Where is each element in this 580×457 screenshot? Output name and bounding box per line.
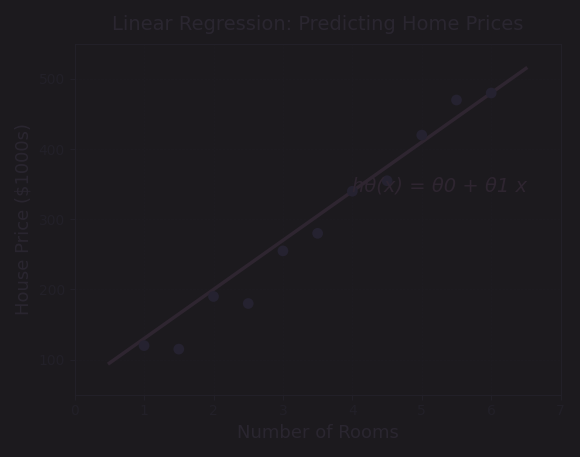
Point (452, 96, 461, 104)
Point (417, 132, 426, 139)
Title: Linear Regression: Predicting Home Prices: Linear Regression: Predicting Home Price… (112, 15, 523, 34)
Point (139, 342, 148, 349)
X-axis label: Number of Rooms: Number of Rooms (237, 424, 398, 442)
Point (313, 230, 322, 237)
Point (209, 293, 218, 300)
Text: hθ(x) = θ0 + θ1 x: hθ(x) = θ0 + θ1 x (353, 176, 527, 195)
Point (278, 247, 288, 255)
Point (487, 90, 496, 97)
Point (382, 177, 392, 184)
Point (244, 300, 253, 307)
Y-axis label: House Price ($1000s): House Price ($1000s) (15, 123, 33, 315)
Point (174, 345, 183, 353)
Point (348, 187, 357, 195)
